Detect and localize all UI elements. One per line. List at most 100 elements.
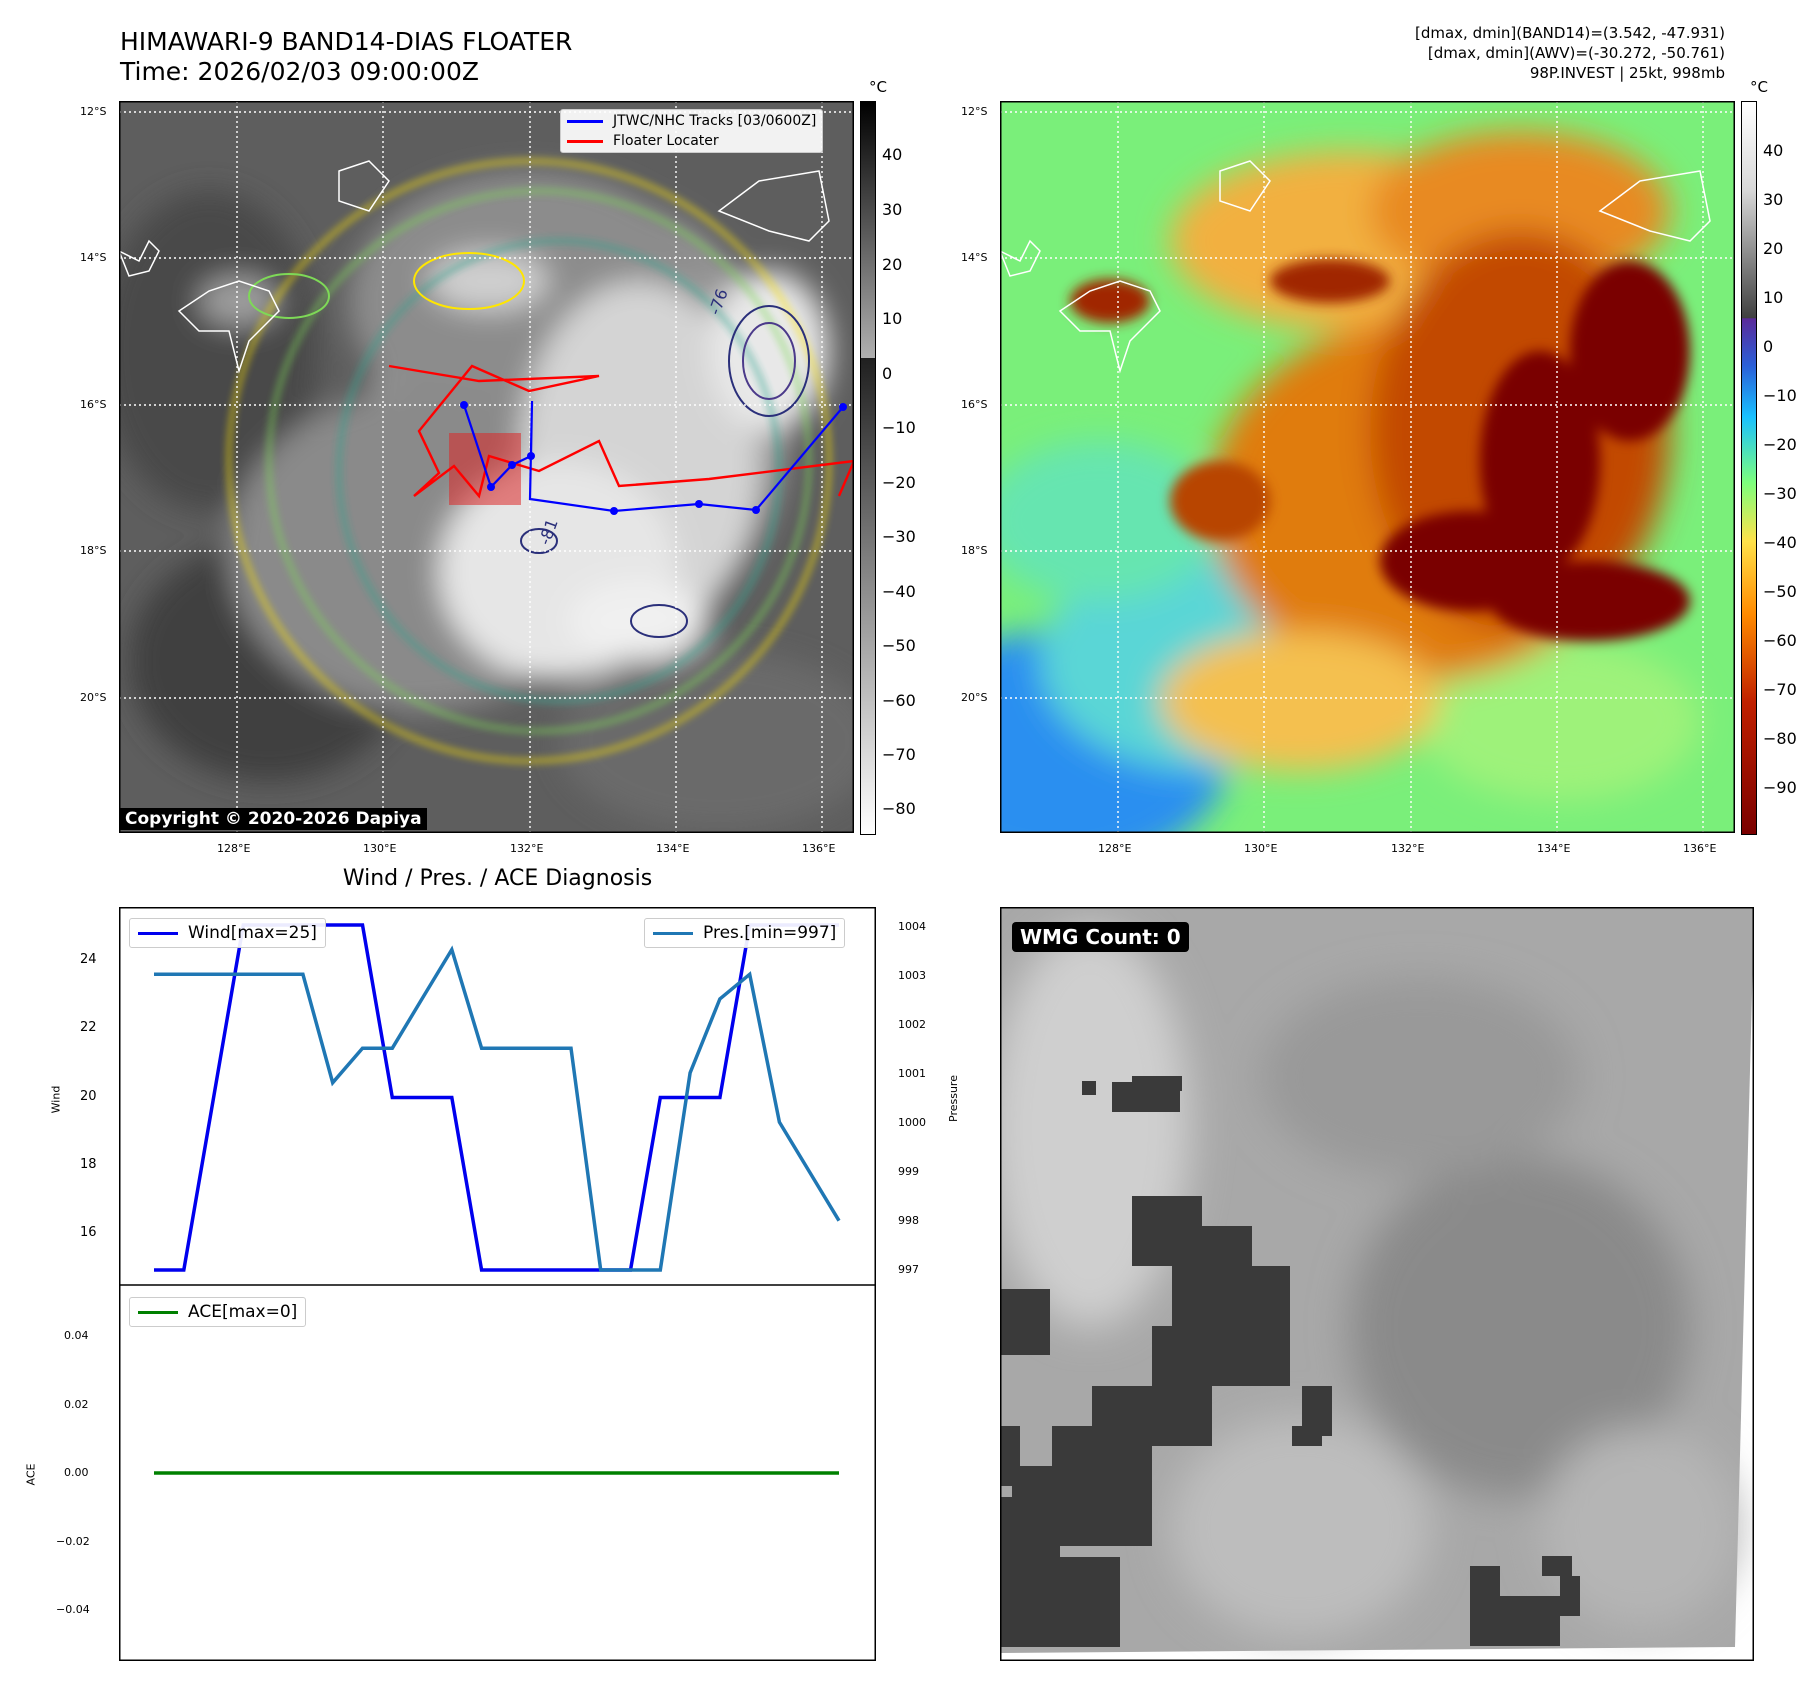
legend-locater-label: Floater Locater <box>613 133 719 149</box>
ace-axis-label: ACE <box>24 1463 38 1486</box>
wind-tick: 16 <box>80 1225 97 1240</box>
pres-tick: 1000 <box>898 1116 926 1129</box>
wind-legend: Wind[max=25] <box>129 918 326 948</box>
series-line-0 <box>154 923 839 1272</box>
copyright-label: Copyright © 2020-2026 Dapiya <box>120 808 427 830</box>
color-cb-tick: −50 <box>1763 582 1797 601</box>
ace-legend: ACE[max=0] <box>129 1297 307 1327</box>
color-cb-tick: −10 <box>1763 386 1797 405</box>
wind-tick: 24 <box>80 952 97 967</box>
lat-tick: 20°S <box>961 691 988 704</box>
chart-title: HIMAWARI-9 BAND14-DIAS FLOATER <box>120 27 573 56</box>
color-cb-tick: −20 <box>1763 435 1797 454</box>
jtwc-track <box>462 400 844 513</box>
color-cb-tick: −80 <box>1763 729 1797 748</box>
info-storm: 98P.INVEST | 25kt, 998mb <box>1529 64 1725 82</box>
ir-cb-tick: −70 <box>882 745 916 764</box>
lon-tick: 132°E <box>510 842 544 855</box>
pressure-axis-label: Pressure <box>946 1075 960 1122</box>
ace-tick: 0.04 <box>64 1329 89 1342</box>
color-cb-tick: 40 <box>1763 141 1784 160</box>
pres-tick: 1003 <box>898 969 926 982</box>
color-cb-tick: −60 <box>1763 631 1797 650</box>
wind-tick: 18 <box>80 1157 97 1172</box>
ir-colorbar-unit: °C <box>869 78 887 96</box>
lon-tick: 130°E <box>1244 842 1278 855</box>
wmg-count-label: WMG Count: 0 <box>1012 922 1189 952</box>
info-awv: [dmax, dmin](AWV)=(-30.272, -50.761) <box>1427 44 1725 62</box>
ace-tick: −0.02 <box>56 1535 90 1548</box>
color-cb-tick: 10 <box>1763 288 1784 307</box>
color-cb-tick: −70 <box>1763 680 1797 699</box>
lon-tick: 128°E <box>1098 842 1132 855</box>
ace-legend-label: ACE[max=0] <box>188 1302 298 1322</box>
pres-tick: 1001 <box>898 1067 926 1080</box>
diag-title: Wind / Pres. / ACE Diagnosis <box>342 866 653 891</box>
ace-tick: 0.00 <box>64 1466 89 1479</box>
color-map-panel <box>1000 101 1735 833</box>
color-cb-tick: 0 <box>1763 337 1774 356</box>
pres-tick: 998 <box>898 1214 919 1227</box>
lon-tick: 130°E <box>363 842 397 855</box>
lat-tick: 12°S <box>961 105 988 118</box>
info-band14: [dmax, dmin](BAND14)=(3.542, -47.931) <box>1414 24 1725 42</box>
color-cb-tick: 20 <box>1763 239 1784 258</box>
ace-tick: −0.04 <box>56 1603 90 1616</box>
color-cb-tick: −30 <box>1763 484 1797 503</box>
chart-time: Time: 2026/02/03 09:00:00Z <box>120 57 479 86</box>
wmg-panel <box>1000 907 1754 1661</box>
floater-locater-track <box>388 364 854 499</box>
ir-cb-tick: −40 <box>882 582 916 601</box>
color-colorbar <box>1741 101 1757 835</box>
lat-tick: 14°S <box>961 251 988 264</box>
ir-cb-tick: −20 <box>882 473 916 492</box>
lon-tick: 128°E <box>217 842 251 855</box>
color-cb-tick: 30 <box>1763 190 1784 209</box>
pres-tick: 1004 <box>898 920 926 933</box>
ace-tick: 0.02 <box>64 1398 89 1411</box>
ir-cb-tick: −10 <box>882 418 916 437</box>
ir-cb-tick: −50 <box>882 636 916 655</box>
ir-cb-tick: 0 <box>882 364 893 383</box>
lat-tick: 16°S <box>961 398 988 411</box>
ir-cb-tick: 30 <box>882 200 903 219</box>
lon-tick: 136°E <box>1683 842 1717 855</box>
lon-tick: 136°E <box>802 842 836 855</box>
pres-legend-label: Pres.[min=997] <box>703 923 837 943</box>
lat-tick: 14°S <box>80 251 107 264</box>
wind-axis-label: Wind <box>49 1085 63 1114</box>
pres-tick: 1002 <box>898 1018 926 1031</box>
pres-tick: 997 <box>898 1263 919 1276</box>
ir-cb-tick: 20 <box>882 255 903 274</box>
ir-cb-tick: −30 <box>882 527 916 546</box>
ir-cb-tick: −60 <box>882 691 916 710</box>
lat-tick: 20°S <box>80 691 107 704</box>
lat-tick: 16°S <box>80 398 107 411</box>
ir-cb-tick: 40 <box>882 145 903 164</box>
wind-tick: 22 <box>80 1020 97 1035</box>
wind-tick: 20 <box>80 1089 97 1104</box>
ir-legend: JTWC/NHC Tracks [03/0600Z] Floater Locat… <box>560 109 824 153</box>
ir-colorbar <box>860 101 876 835</box>
wind-swatch <box>138 931 178 935</box>
lon-tick: 132°E <box>1391 842 1425 855</box>
diagnosis-chart <box>119 907 876 1661</box>
lon-tick: 134°E <box>656 842 690 855</box>
color-colorbar-unit: °C <box>1750 78 1768 96</box>
legend-track-label: JTWC/NHC Tracks [03/0600Z] <box>613 113 817 129</box>
track-swatch <box>567 119 603 123</box>
pres-tick: 999 <box>898 1165 919 1178</box>
series-line-1 <box>154 945 841 1272</box>
ir-cb-tick: −80 <box>882 799 916 818</box>
ace-swatch <box>138 1310 178 1314</box>
lon-tick: 134°E <box>1537 842 1571 855</box>
lat-tick: 18°S <box>80 544 107 557</box>
ir-map-panel: -76 -81 <box>119 101 854 833</box>
ir-cb-tick: 10 <box>882 309 903 328</box>
pres-swatch <box>653 931 693 935</box>
locater-swatch <box>567 139 603 143</box>
lat-tick: 12°S <box>80 105 107 118</box>
pres-legend: Pres.[min=997] <box>644 918 846 948</box>
wind-legend-label: Wind[max=25] <box>188 923 317 943</box>
color-cb-tick: −90 <box>1763 778 1797 797</box>
